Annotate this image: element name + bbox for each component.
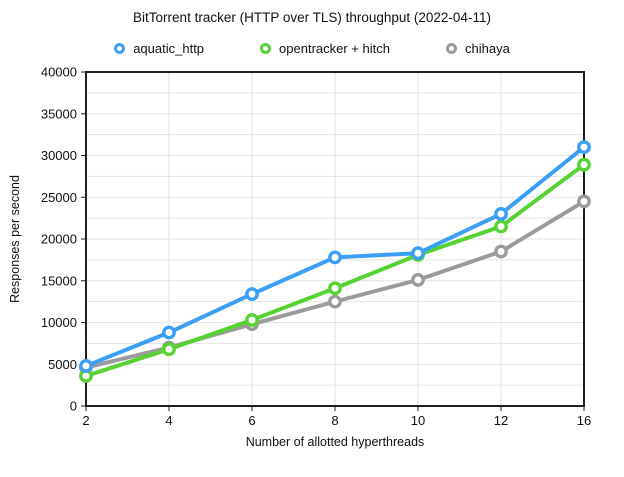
x-tick-label: 4: [165, 413, 172, 428]
x-tick-label: 2: [82, 413, 89, 428]
data-point-opentracker + hitch-x4: [162, 342, 176, 357]
y-tick-label: 20000: [41, 232, 77, 247]
data-point-chihaya-x16: [577, 194, 591, 209]
legend-item-aquatic-http: aquatic_http: [114, 41, 204, 56]
y-axis-title: Responses per second: [8, 175, 22, 303]
data-point-opentracker + hitch-x16: [577, 157, 591, 172]
data-point-aquatic_http-x6: [245, 287, 259, 302]
x-tick-label: 8: [331, 413, 338, 428]
chart-title: BitTorrent tracker (HTTP over TLS) throu…: [133, 10, 491, 25]
x-tick-label: 6: [248, 413, 255, 428]
legend-label-chihaya: chihaya: [464, 41, 510, 56]
data-point-aquatic_http-x8: [328, 250, 342, 265]
legend-label-opentracker-hitch: opentracker + hitch: [279, 41, 390, 56]
legend-label-aquatic-http: aquatic_http: [133, 41, 205, 56]
y-tick-label: 0: [70, 399, 77, 414]
data-point-opentracker + hitch-x6: [245, 313, 259, 327]
data-point-aquatic_http-x2: [79, 359, 93, 373]
data-point-aquatic_http-x10: [411, 246, 425, 261]
y-tick-label: 25000: [41, 190, 77, 205]
y-tick-label: 30000: [41, 148, 77, 163]
data-point-aquatic_http-x4: [162, 325, 176, 340]
legend-item-chihaya: chihaya: [445, 41, 510, 56]
data-point-opentracker + hitch-x8: [328, 281, 342, 296]
data-point-aquatic_http-x12: [494, 207, 508, 221]
data-point-chihaya-x8: [328, 294, 342, 309]
data-point-aquatic_http-x16: [577, 140, 591, 155]
y-tick-label: 10000: [41, 315, 77, 330]
data-point-chihaya-x12: [494, 244, 508, 259]
y-tick-label: 5000: [48, 357, 77, 372]
series-marker-icon: [114, 43, 126, 54]
x-axis-title: Number of allotted hyperthreads: [245, 435, 425, 449]
legend-item-opentracker-hitch: opentracker + hitch: [260, 41, 390, 56]
y-tick-label: 35000: [41, 106, 77, 121]
data-point-opentracker + hitch-x12: [494, 219, 508, 234]
x-tick-label: 12: [494, 413, 508, 428]
chart-legend: aquatic_http opentracker + hitch chihaya: [0, 41, 624, 56]
series-marker-icon: [260, 43, 272, 54]
data-point-chihaya-x10: [411, 273, 425, 287]
series-marker-icon: [445, 43, 457, 54]
y-tick-label: 15000: [41, 273, 77, 288]
x-tick-label: 10: [411, 413, 425, 428]
x-tick-label: 16: [577, 413, 591, 428]
y-tick-label: 40000: [41, 65, 77, 80]
